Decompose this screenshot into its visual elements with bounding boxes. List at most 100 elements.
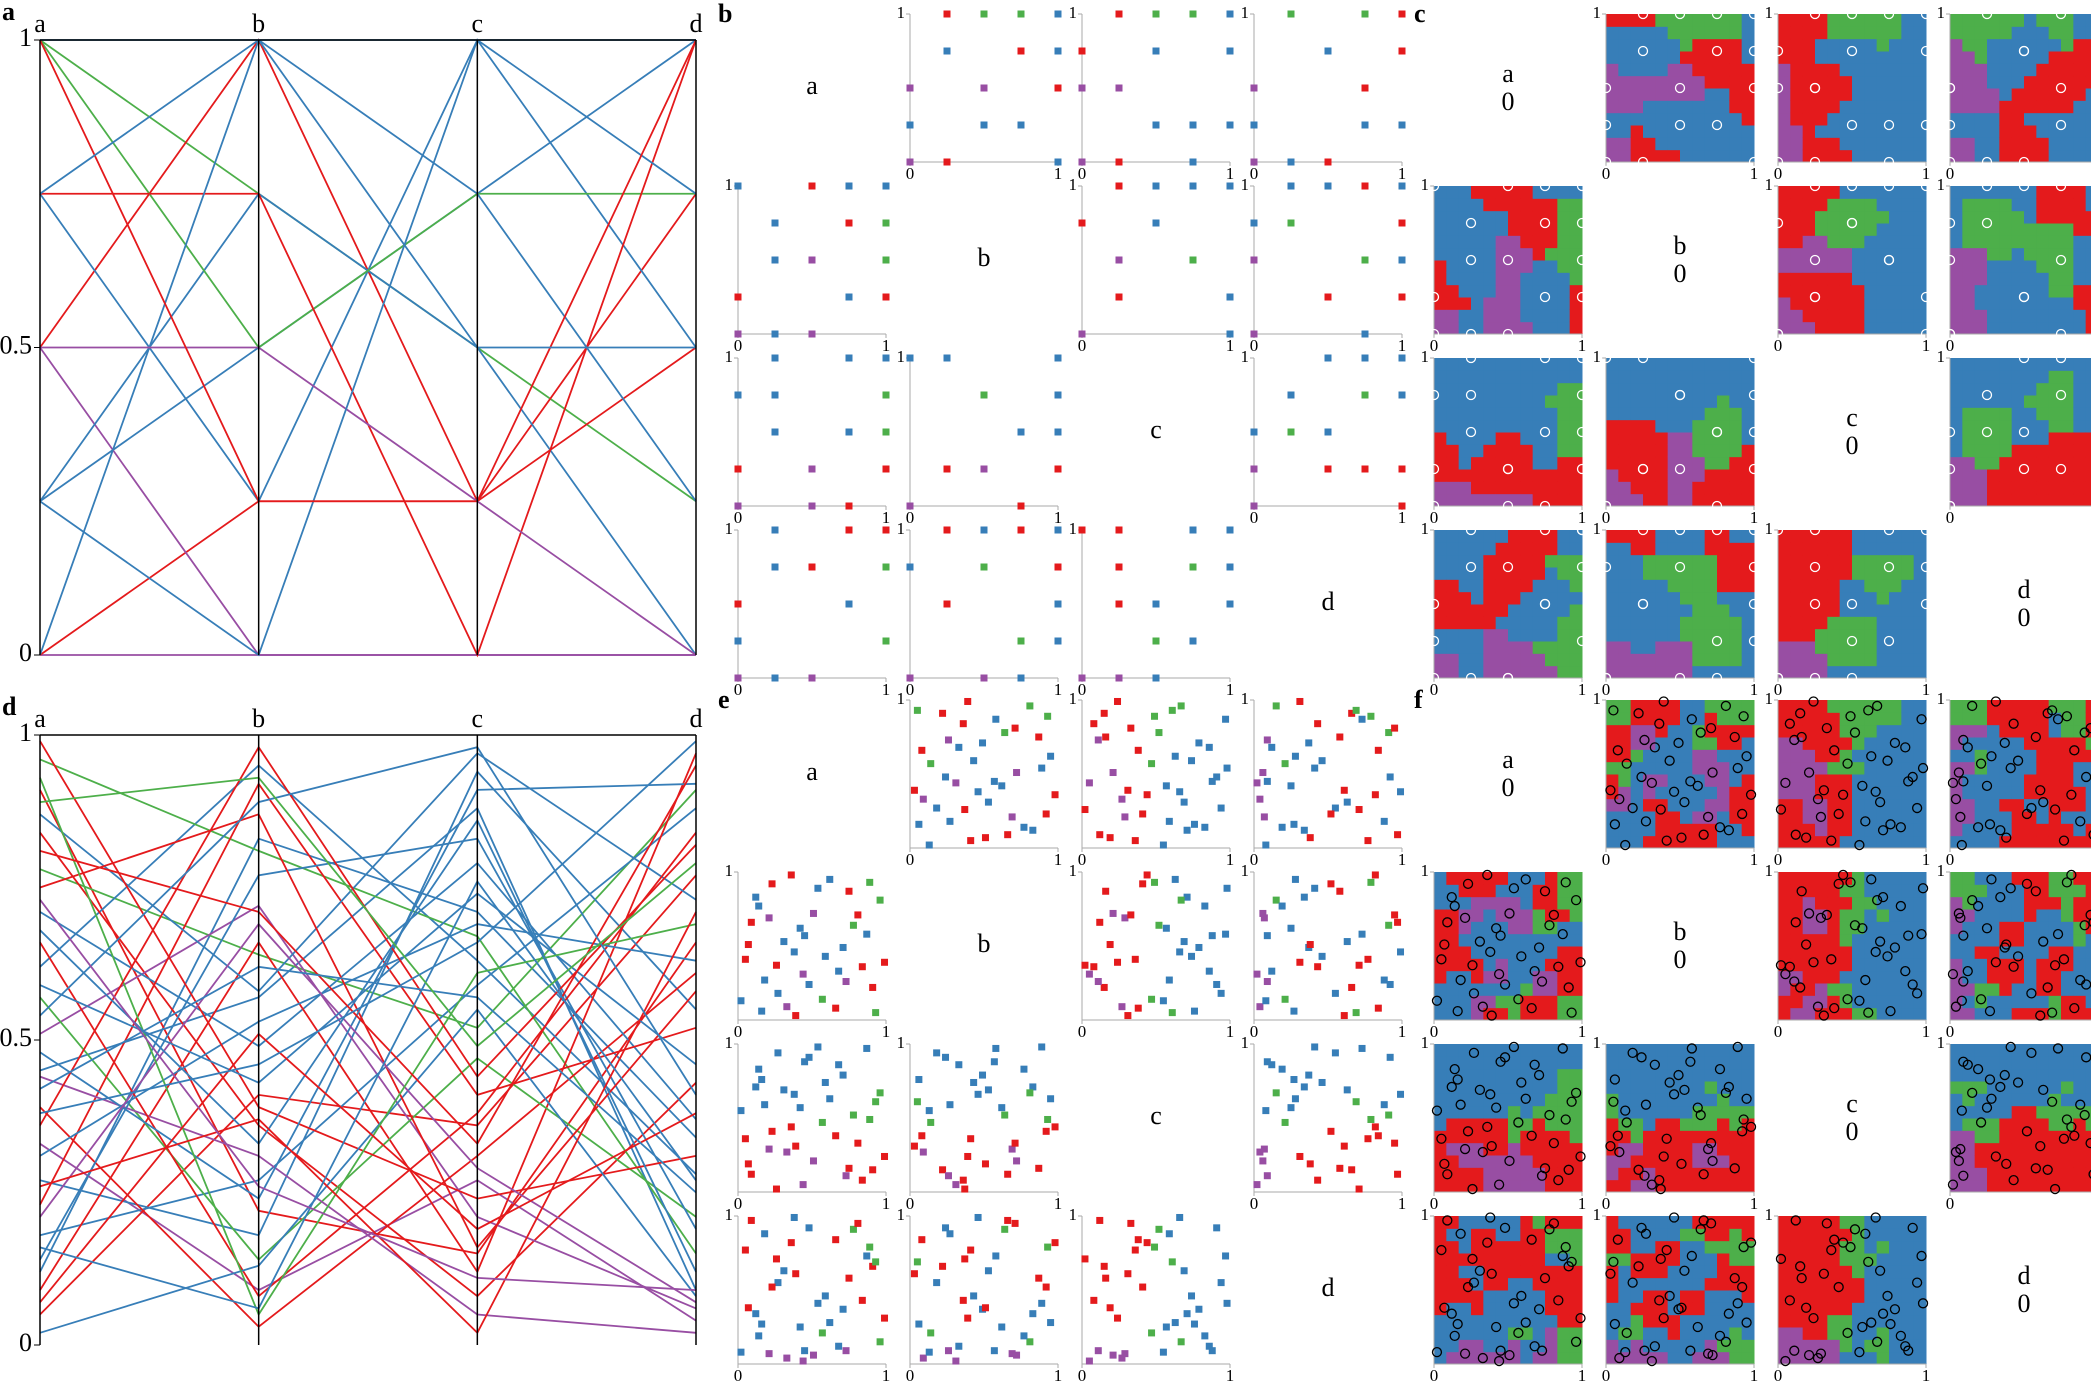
region-cell	[1815, 542, 1828, 556]
point	[1866, 751, 1877, 762]
point	[1159, 1348, 1167, 1356]
region-cell	[1434, 554, 1447, 568]
region-cell	[1655, 1167, 1669, 1181]
region-cell	[2048, 1130, 2062, 1144]
region-cell	[1471, 1118, 1484, 1131]
point	[1054, 47, 1062, 55]
point	[1674, 672, 1686, 684]
point	[755, 1332, 763, 1340]
region-cell	[1790, 653, 1804, 667]
region-cell	[1987, 210, 2000, 224]
region-cell	[1974, 1007, 1988, 1021]
region-cell	[2085, 382, 2091, 396]
region-cell	[2085, 432, 2091, 445]
point	[761, 976, 769, 984]
point	[1981, 8, 1993, 20]
region-cell	[2036, 761, 2050, 775]
point	[1600, 561, 1612, 573]
region-cell	[2036, 432, 2050, 445]
point	[1956, 839, 1967, 851]
point	[872, 1098, 880, 1106]
region-cell	[1630, 1179, 1644, 1193]
point	[1078, 674, 1086, 682]
x-tick-label: 1	[1750, 1194, 1759, 1213]
region-cell	[1717, 604, 1730, 617]
region-cell	[1532, 653, 1546, 667]
point	[1398, 121, 1406, 129]
point	[808, 256, 816, 264]
point	[1637, 598, 1649, 610]
region-cell	[2011, 51, 2025, 64]
region-cell	[1606, 407, 1619, 421]
region-cell	[1655, 444, 1669, 458]
region-cell	[2073, 798, 2087, 812]
region-cell	[1901, 272, 1915, 286]
region-cell	[1680, 51, 1693, 64]
profile-line	[39, 996, 697, 1261]
point	[876, 1089, 884, 1097]
region-cell	[1987, 223, 2000, 236]
profile-line	[39, 832, 697, 1298]
region-cell	[1446, 247, 1460, 261]
region-cell	[1876, 137, 1890, 151]
region-cell	[1864, 260, 1878, 273]
region-cell	[2061, 1155, 2074, 1168]
region-cell	[1987, 75, 2000, 89]
point	[1398, 219, 1406, 227]
region-cell	[1729, 38, 1743, 52]
point	[955, 1061, 963, 1069]
point	[1815, 912, 1827, 924]
region-cell	[1901, 297, 1915, 310]
region-cell	[1852, 63, 1865, 77]
point	[1748, 45, 1760, 57]
region-cell	[1446, 1105, 1460, 1119]
region-cell	[1790, 186, 1804, 199]
region-cell	[1532, 309, 1546, 323]
region-cell	[1508, 983, 1521, 996]
point	[1956, 1105, 1967, 1116]
region-cell	[1495, 1081, 1509, 1094]
region-cell	[1692, 456, 1706, 470]
region-cell	[1987, 909, 2000, 922]
region-cell	[1999, 284, 2013, 298]
region-cell	[1827, 641, 1841, 654]
region-cell	[1495, 223, 1509, 236]
region-cell	[2073, 749, 2087, 763]
region-cell	[1729, 786, 1743, 800]
point	[1159, 997, 1167, 1005]
region-cell	[1729, 567, 1743, 580]
region-cell	[1950, 14, 1963, 27]
region-cell	[1458, 554, 1472, 568]
region	[1606, 1216, 1755, 1365]
region-cell	[1606, 786, 1619, 800]
region-cell	[1717, 100, 1730, 114]
region-cell	[1950, 444, 1963, 458]
region-cell	[2048, 370, 2062, 384]
region-cell	[1520, 297, 1534, 310]
region-cell	[1557, 1179, 1571, 1193]
point	[1287, 924, 1295, 932]
region-cell	[1827, 567, 1841, 580]
region-cell	[1667, 395, 1681, 408]
region-cell	[1827, 786, 1841, 800]
region-cell	[1987, 14, 2000, 27]
point	[1504, 1349, 1515, 1361]
region-cell	[1815, 774, 1828, 787]
point	[1385, 1111, 1393, 1119]
point	[1162, 1323, 1170, 1331]
region-cell	[1618, 1167, 1632, 1181]
region-cell	[1458, 1093, 1472, 1107]
point	[765, 914, 773, 922]
point	[1916, 714, 1927, 725]
region-cell	[1889, 198, 1902, 212]
point	[1364, 1135, 1372, 1143]
point	[1094, 978, 1102, 986]
point	[1287, 219, 1295, 227]
region-cell	[1667, 358, 1681, 371]
region-cell	[1864, 653, 1878, 667]
region-cell	[1532, 1105, 1546, 1119]
region-cell	[1778, 186, 1791, 199]
y-tick-label: 1	[1421, 347, 1430, 366]
region-cell	[1974, 749, 1988, 763]
point	[1486, 1268, 1497, 1279]
